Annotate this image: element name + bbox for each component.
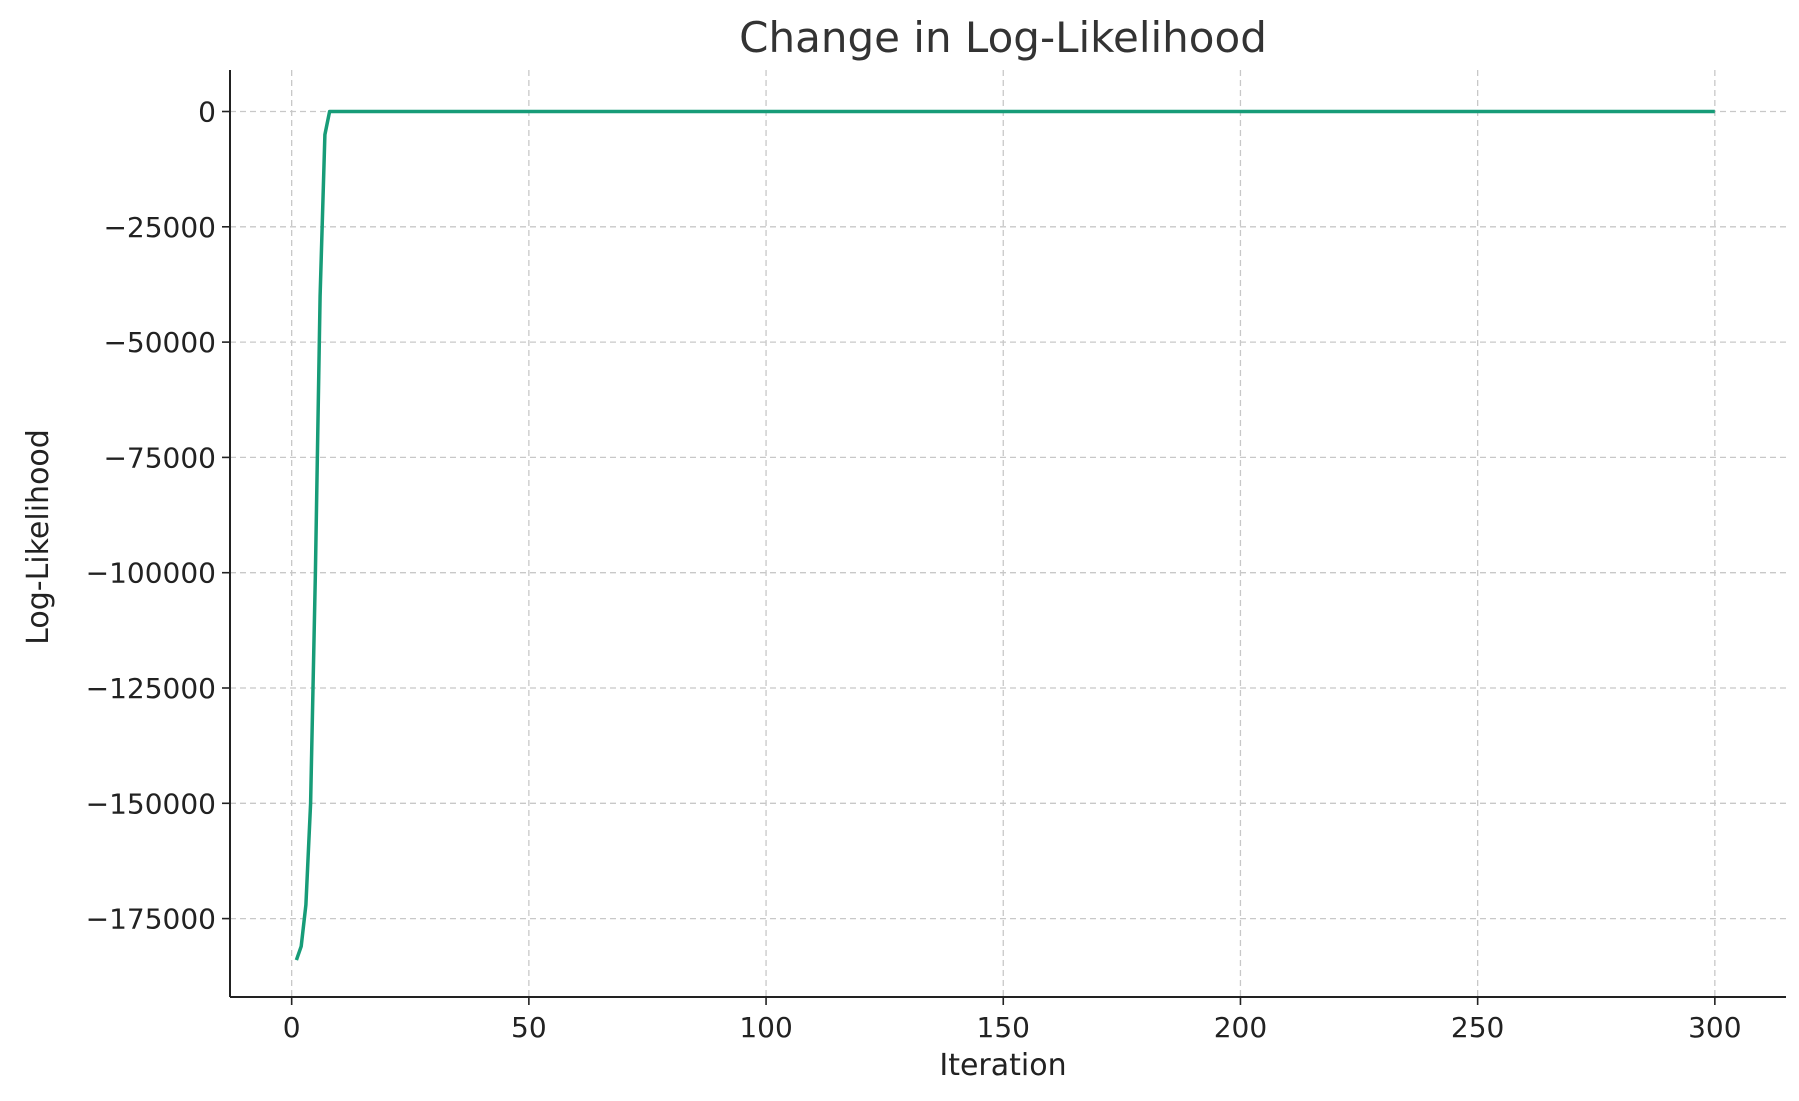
x-tick-label: 300 bbox=[1688, 1011, 1741, 1044]
x-axis-label: Iteration bbox=[939, 1048, 1066, 1083]
y-tick-label: 0 bbox=[198, 96, 216, 129]
y-tick-label: −150000 bbox=[86, 787, 216, 820]
x-tick-label: 200 bbox=[1214, 1011, 1267, 1044]
y-tick-label: −125000 bbox=[86, 672, 216, 705]
grid bbox=[230, 70, 1786, 997]
y-tick-label: −50000 bbox=[103, 326, 216, 359]
y-tick-label: −25000 bbox=[103, 211, 216, 244]
x-tick-label: 150 bbox=[977, 1011, 1030, 1044]
x-tick-label: 100 bbox=[739, 1011, 792, 1044]
y-tick-label: −100000 bbox=[86, 557, 216, 590]
x-tick-label: 50 bbox=[511, 1011, 547, 1044]
axes bbox=[229, 70, 1786, 998]
x-tick-label: 0 bbox=[283, 1011, 301, 1044]
y-axis-label: Log-Likelihood bbox=[21, 429, 56, 645]
y-tick-label: −175000 bbox=[86, 903, 216, 936]
y-tick-label: −75000 bbox=[103, 441, 216, 474]
y-ticks: 0 −25000 −50000 −75000 −100000 −125000 −150000… bbox=[86, 96, 230, 936]
x-tick-label: 250 bbox=[1451, 1011, 1504, 1044]
chart-title: Change in Log-Likelihood bbox=[739, 13, 1267, 62]
series-line bbox=[294, 109, 1715, 961]
x-ticks: 0 50 100 150 200 250 300 bbox=[283, 997, 1742, 1044]
series-layer bbox=[294, 109, 1715, 961]
